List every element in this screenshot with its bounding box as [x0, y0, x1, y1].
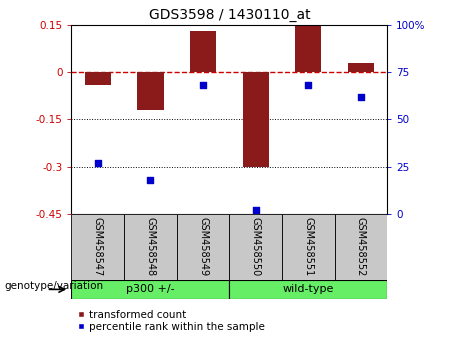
Bar — [242, 72, 269, 167]
Text: GSM458551: GSM458551 — [303, 217, 313, 276]
Text: genotype/variation: genotype/variation — [5, 280, 104, 291]
Point — [94, 160, 101, 166]
Title: GDS3598 / 1430110_at: GDS3598 / 1430110_at — [148, 8, 310, 22]
Bar — [137, 72, 164, 110]
Bar — [190, 31, 216, 72]
Bar — [124, 214, 177, 280]
Point — [252, 207, 260, 213]
Bar — [282, 214, 335, 280]
Bar — [71, 280, 230, 299]
Bar — [295, 25, 321, 72]
Bar — [229, 280, 387, 299]
Legend: transformed count, percentile rank within the sample: transformed count, percentile rank withi… — [77, 310, 265, 332]
Text: wild-type: wild-type — [283, 284, 334, 295]
Text: GSM458548: GSM458548 — [145, 217, 155, 276]
Point — [305, 82, 312, 88]
Bar — [335, 214, 387, 280]
Bar — [71, 214, 124, 280]
Point — [199, 82, 207, 88]
Bar — [85, 72, 111, 85]
Text: GSM458549: GSM458549 — [198, 217, 208, 276]
Text: p300 +/-: p300 +/- — [126, 284, 175, 295]
Bar — [348, 63, 374, 72]
Bar — [229, 214, 282, 280]
Bar — [177, 214, 229, 280]
Point — [147, 177, 154, 183]
Text: GSM458547: GSM458547 — [93, 217, 103, 276]
Text: GSM458552: GSM458552 — [356, 217, 366, 276]
Text: GSM458550: GSM458550 — [251, 217, 260, 276]
Point — [357, 94, 365, 99]
